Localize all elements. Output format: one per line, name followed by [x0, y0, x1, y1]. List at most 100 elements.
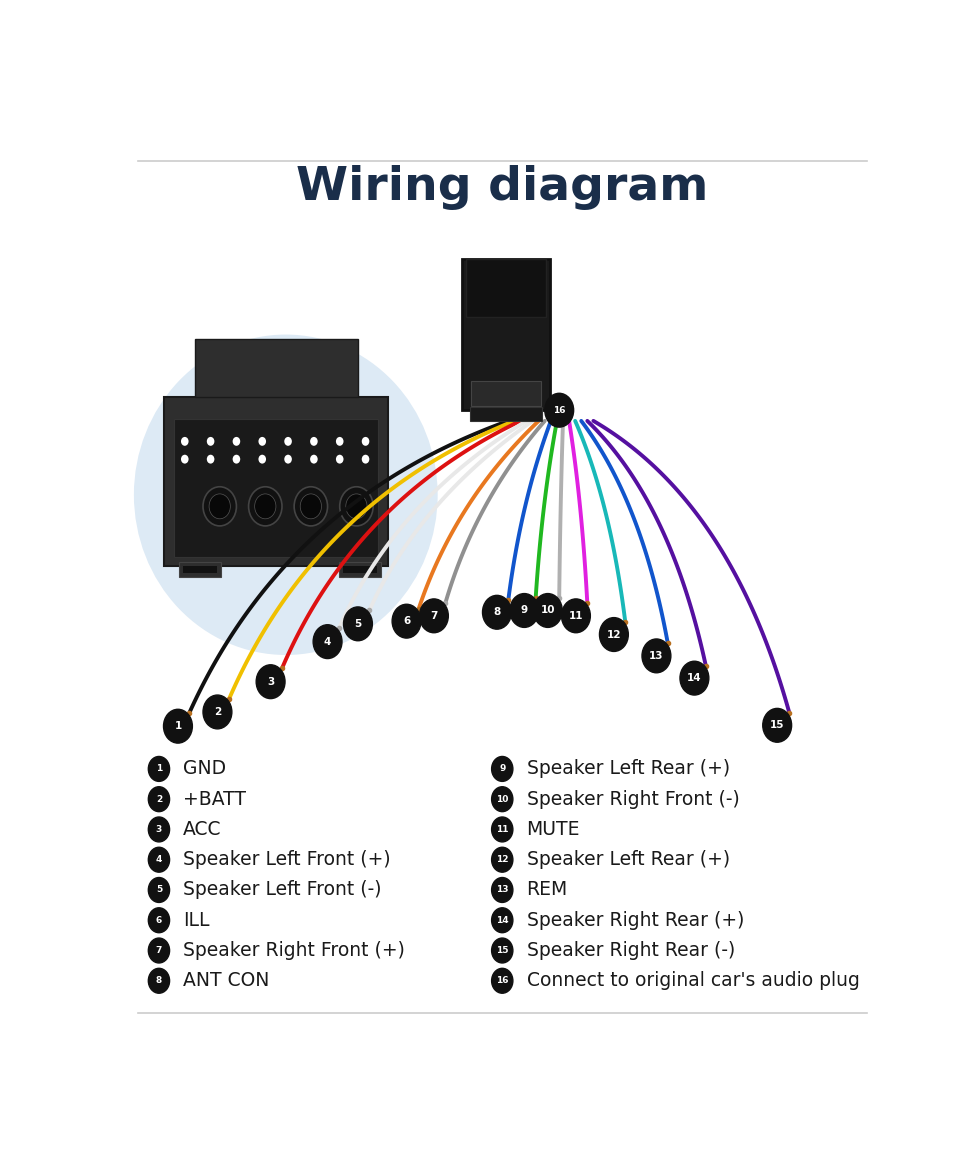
Circle shape	[492, 938, 513, 963]
Text: Speaker Left Front (+): Speaker Left Front (+)	[183, 850, 391, 869]
Circle shape	[148, 847, 170, 872]
Text: 11: 11	[568, 610, 583, 621]
Text: ILL: ILL	[183, 911, 210, 929]
Circle shape	[314, 624, 342, 659]
Text: 15: 15	[770, 720, 784, 731]
Text: 8: 8	[493, 607, 501, 617]
Ellipse shape	[134, 334, 438, 655]
Circle shape	[533, 593, 563, 628]
Circle shape	[762, 709, 792, 742]
Text: Speaker Left Front (-): Speaker Left Front (-)	[183, 881, 382, 899]
Circle shape	[148, 907, 170, 933]
Text: Speaker Left Rear (+): Speaker Left Rear (+)	[526, 759, 730, 778]
Circle shape	[346, 494, 368, 519]
Text: 14: 14	[687, 673, 702, 683]
Circle shape	[336, 454, 344, 464]
Text: 8: 8	[156, 977, 162, 985]
Text: 9: 9	[520, 606, 528, 615]
FancyBboxPatch shape	[470, 407, 542, 421]
Text: GND: GND	[183, 759, 226, 778]
Text: 9: 9	[499, 764, 506, 773]
Text: Speaker Right Front (-): Speaker Right Front (-)	[526, 790, 739, 809]
Circle shape	[259, 437, 266, 446]
Text: 3: 3	[267, 676, 274, 687]
Circle shape	[340, 487, 373, 526]
FancyBboxPatch shape	[466, 259, 546, 317]
Text: 5: 5	[156, 885, 162, 895]
FancyBboxPatch shape	[195, 339, 358, 397]
Circle shape	[392, 605, 421, 638]
Text: 2: 2	[214, 707, 221, 717]
Circle shape	[492, 787, 513, 812]
Text: ANT CON: ANT CON	[183, 971, 270, 991]
Text: 4: 4	[156, 855, 162, 865]
Text: 1: 1	[174, 721, 181, 732]
Circle shape	[249, 487, 282, 526]
Text: 2: 2	[156, 794, 162, 803]
Circle shape	[148, 756, 170, 781]
Text: 12: 12	[607, 630, 621, 639]
FancyBboxPatch shape	[165, 397, 388, 566]
FancyBboxPatch shape	[183, 566, 218, 573]
Circle shape	[207, 437, 215, 446]
Circle shape	[284, 454, 292, 464]
Circle shape	[148, 969, 170, 993]
Text: 14: 14	[496, 916, 509, 925]
Text: 1: 1	[156, 764, 162, 773]
Circle shape	[148, 877, 170, 903]
Text: 6: 6	[403, 616, 411, 627]
FancyBboxPatch shape	[343, 566, 377, 573]
Text: 4: 4	[323, 637, 331, 646]
Circle shape	[284, 437, 292, 446]
Circle shape	[642, 639, 671, 673]
Text: 13: 13	[649, 651, 663, 661]
FancyBboxPatch shape	[463, 259, 550, 410]
Circle shape	[209, 494, 230, 519]
Text: 3: 3	[156, 825, 162, 833]
Text: 16: 16	[553, 406, 565, 415]
Circle shape	[419, 599, 448, 632]
Circle shape	[492, 756, 513, 781]
Circle shape	[344, 607, 372, 640]
Text: 7: 7	[430, 610, 438, 621]
Circle shape	[203, 487, 236, 526]
Text: 11: 11	[496, 825, 509, 833]
Text: 6: 6	[156, 916, 162, 925]
Circle shape	[336, 437, 344, 446]
Text: MUTE: MUTE	[526, 820, 580, 839]
FancyBboxPatch shape	[339, 563, 380, 577]
Circle shape	[181, 437, 188, 446]
Text: Connect to original car's audio plug: Connect to original car's audio plug	[526, 971, 859, 991]
Circle shape	[232, 454, 240, 464]
Text: REM: REM	[526, 881, 567, 899]
Text: +BATT: +BATT	[183, 790, 246, 809]
Circle shape	[545, 393, 573, 427]
Circle shape	[362, 454, 369, 464]
Circle shape	[164, 710, 192, 743]
Text: 10: 10	[496, 794, 509, 803]
Text: 16: 16	[496, 977, 509, 985]
Text: 5: 5	[355, 618, 362, 629]
Circle shape	[255, 494, 276, 519]
Circle shape	[207, 454, 215, 464]
Circle shape	[492, 969, 513, 993]
Text: 7: 7	[156, 946, 162, 955]
Circle shape	[148, 817, 170, 842]
FancyBboxPatch shape	[471, 380, 541, 406]
Circle shape	[510, 593, 539, 628]
Text: Speaker Right Rear (-): Speaker Right Rear (-)	[526, 941, 735, 959]
Circle shape	[232, 437, 240, 446]
Circle shape	[148, 787, 170, 812]
Circle shape	[482, 595, 512, 629]
Text: Speaker Right Front (+): Speaker Right Front (+)	[183, 941, 405, 959]
Circle shape	[300, 494, 321, 519]
Text: ACC: ACC	[183, 820, 221, 839]
Text: Wiring diagram: Wiring diagram	[296, 165, 709, 210]
Text: 10: 10	[541, 606, 555, 615]
Circle shape	[310, 454, 318, 464]
Text: Speaker Left Rear (+): Speaker Left Rear (+)	[526, 850, 730, 869]
Text: 12: 12	[496, 855, 509, 865]
Circle shape	[203, 695, 232, 729]
Text: Speaker Right Rear (+): Speaker Right Rear (+)	[526, 911, 744, 929]
Circle shape	[492, 847, 513, 872]
